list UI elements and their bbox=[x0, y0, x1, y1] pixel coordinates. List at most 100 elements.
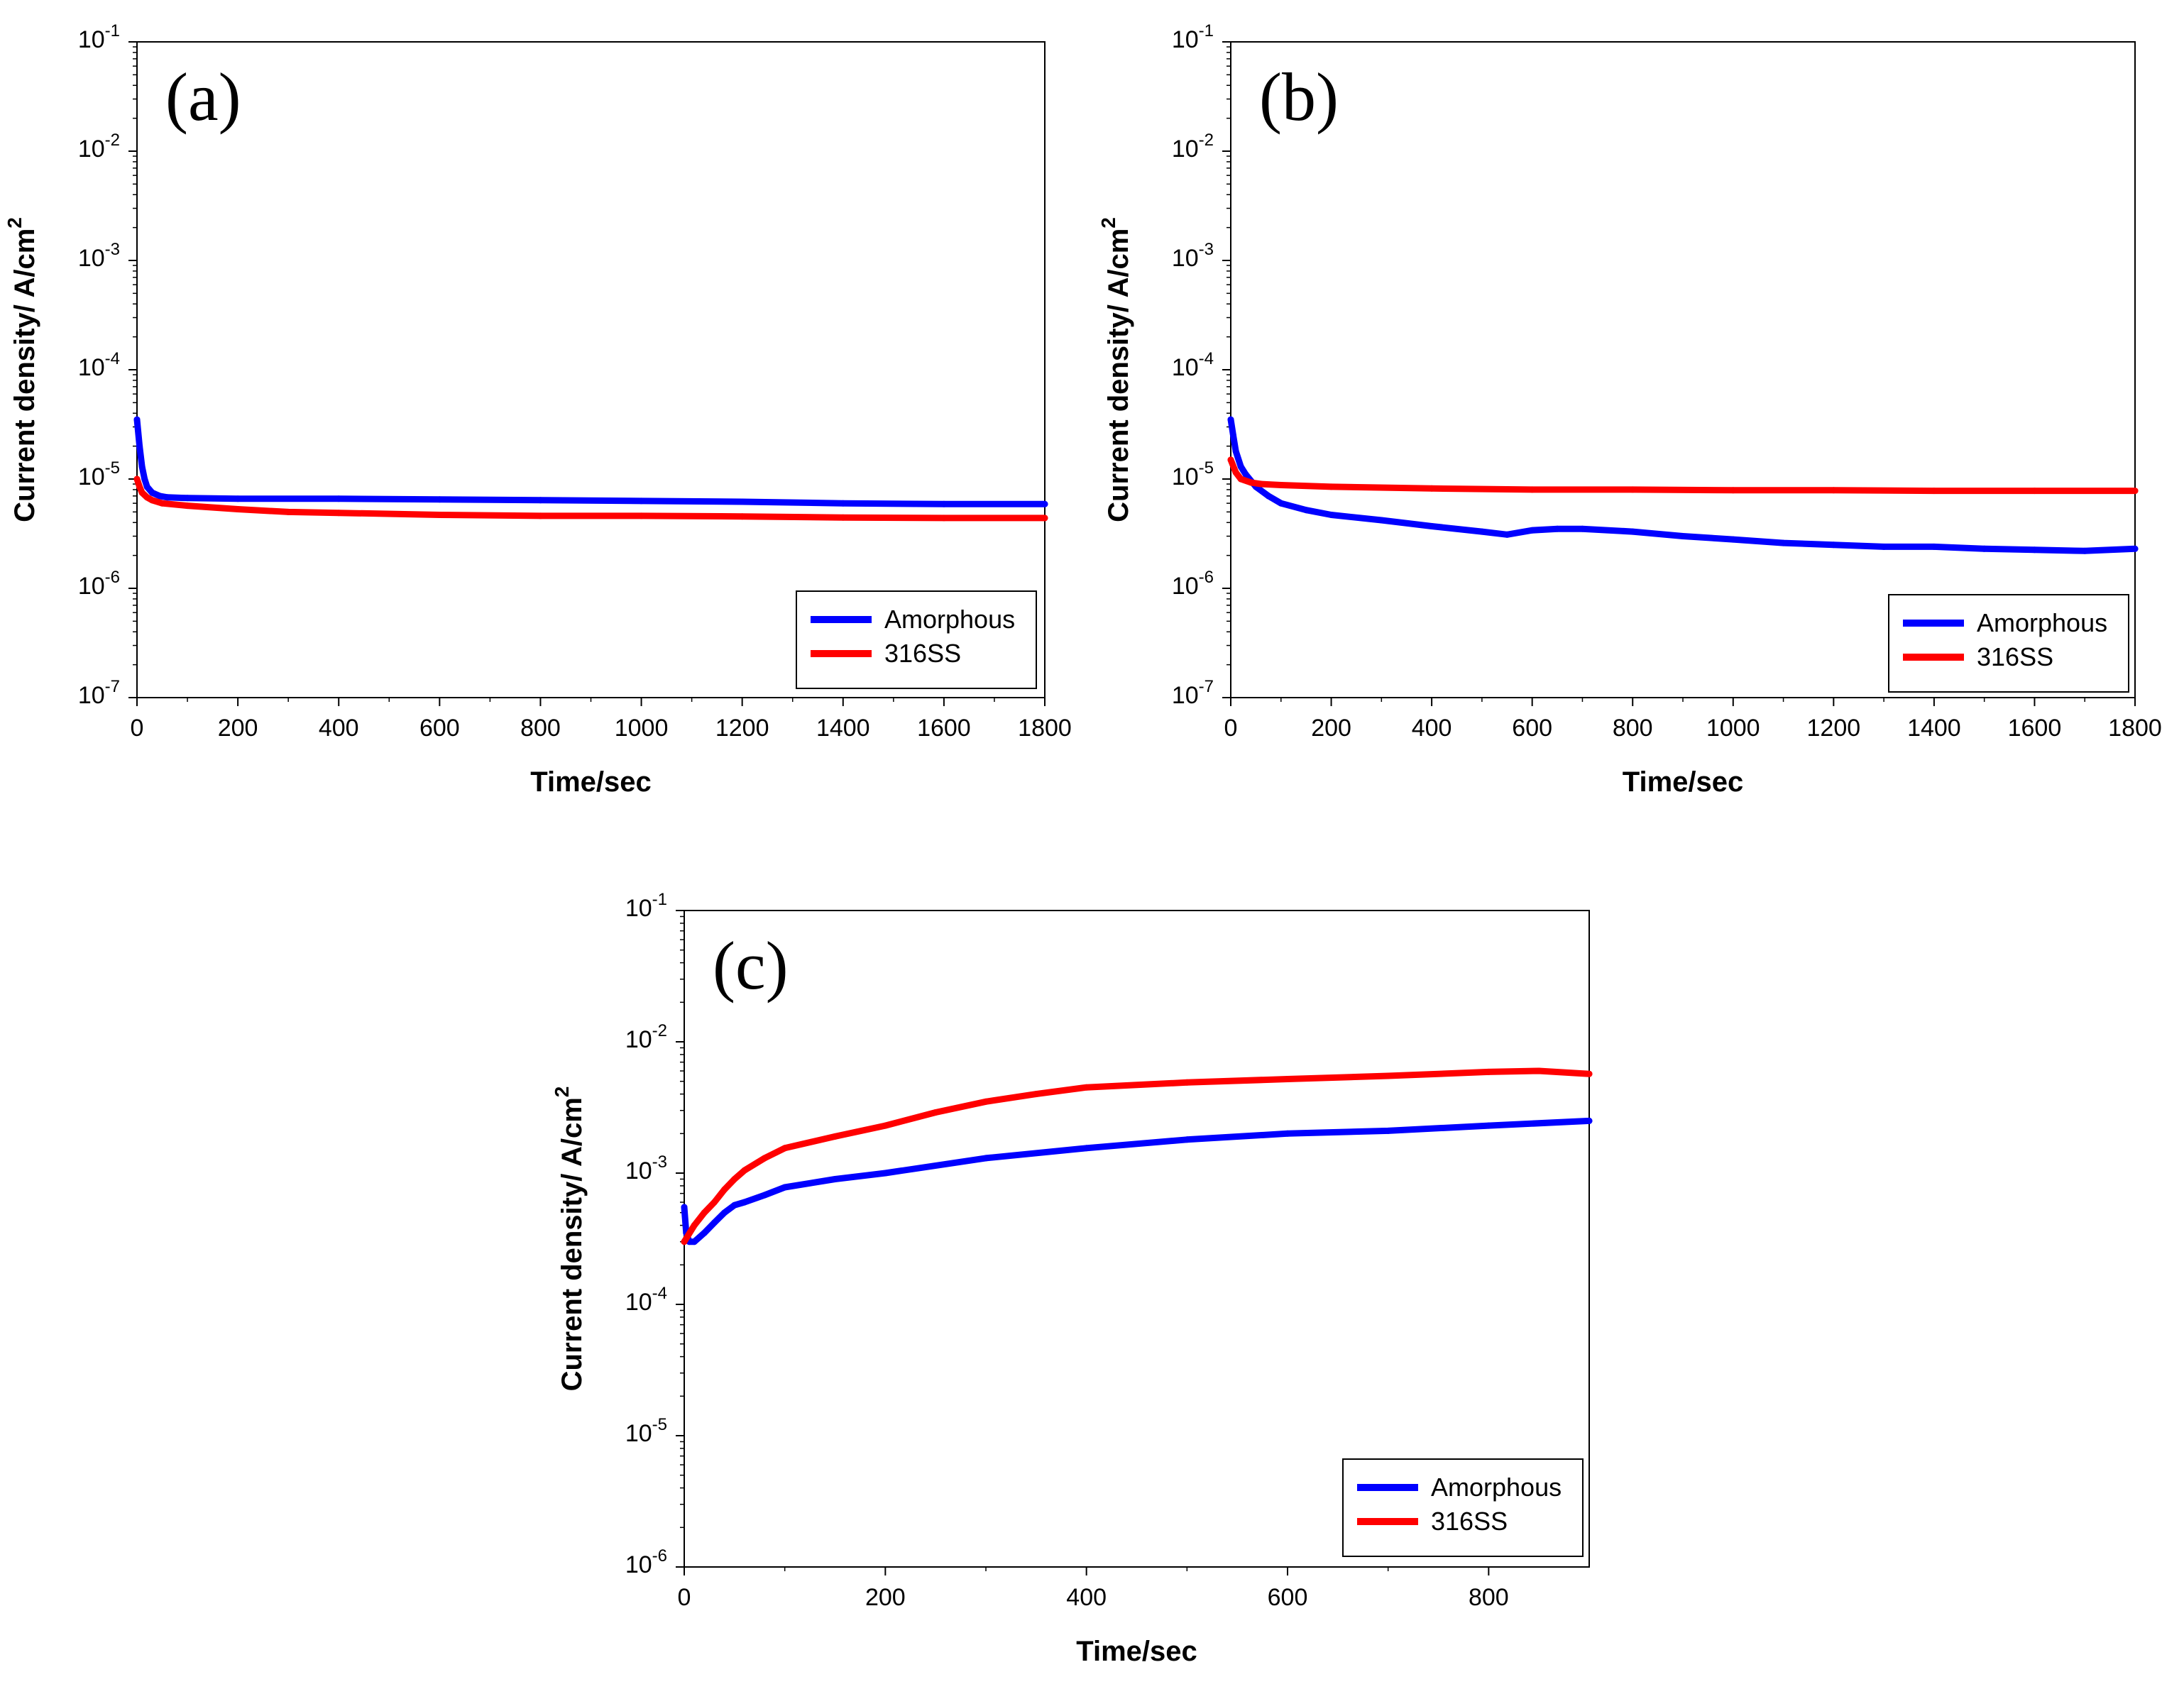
data-point-316ss bbox=[148, 497, 155, 504]
data-point-316ss bbox=[781, 1145, 789, 1152]
data-point-amorphous bbox=[739, 498, 746, 505]
data-point-316ss bbox=[1629, 486, 1636, 493]
data-point-amorphous bbox=[136, 443, 143, 450]
data-point-amorphous bbox=[711, 1219, 718, 1226]
data-point-316ss bbox=[882, 1122, 889, 1129]
data-point-amorphous bbox=[840, 500, 847, 507]
data-point-316ss bbox=[2131, 488, 2139, 495]
data-point-amorphous bbox=[1230, 432, 1236, 439]
data-point-amorphous bbox=[940, 500, 948, 507]
panel-label: (a) bbox=[165, 59, 241, 135]
data-point-316ss bbox=[940, 515, 948, 522]
data-point-316ss bbox=[1033, 1091, 1040, 1098]
data-point-amorphous bbox=[2081, 547, 2088, 554]
y-tick-label: 10-4 bbox=[625, 1284, 667, 1316]
panel-label: (b) bbox=[1259, 59, 1339, 135]
x-axis-title: Time/sec bbox=[1623, 766, 1744, 798]
data-point-amorphous bbox=[184, 495, 191, 502]
x-tick-label: 0 bbox=[131, 715, 144, 742]
data-point-amorphous bbox=[138, 463, 146, 470]
data-point-316ss bbox=[1428, 485, 1435, 492]
y-axis-title: Current density/ A/cm2 bbox=[4, 217, 40, 522]
data-point-amorphous bbox=[741, 1199, 748, 1206]
data-point-316ss bbox=[701, 1209, 708, 1216]
data-point-amorphous bbox=[781, 1184, 789, 1191]
data-point-316ss bbox=[1730, 487, 1737, 494]
data-point-amorphous bbox=[1385, 1127, 1392, 1134]
data-point-316ss bbox=[711, 1199, 718, 1206]
x-tick-label: 800 bbox=[520, 715, 561, 742]
legend-label: Amorphous bbox=[884, 605, 1015, 634]
y-axis-title: Current density/ A/cm2 bbox=[551, 1087, 588, 1392]
y-tick-label: 10-6 bbox=[78, 568, 120, 600]
series-line-amorphous bbox=[133, 416, 1048, 507]
data-point-amorphous bbox=[141, 475, 148, 483]
x-tick-label: 200 bbox=[1311, 715, 1351, 742]
data-point-316ss bbox=[1278, 482, 1285, 488]
data-point-316ss bbox=[184, 502, 191, 510]
data-point-316ss bbox=[138, 489, 146, 496]
data-point-amorphous bbox=[1830, 541, 1837, 549]
panel-b: 10-7 10-6 10-5 10-4 10-3 10-2 10-1 0 200 400 600 80… bbox=[1097, 21, 2162, 798]
panel-a: 10-7 10-6 10-5 10-4 10-3 10-2 10-1 0 200 400 600 80… bbox=[4, 21, 1072, 798]
x-tick-label: 400 bbox=[319, 715, 359, 742]
y-tick-label: 10-2 bbox=[1172, 131, 1214, 163]
data-point-amorphous bbox=[691, 1238, 698, 1245]
y-tick-label: 10-6 bbox=[1172, 568, 1214, 600]
data-point-amorphous bbox=[721, 1209, 728, 1216]
series-line-316ss bbox=[1227, 456, 2139, 495]
legend-label: Amorphous bbox=[1977, 608, 2107, 637]
data-point-amorphous bbox=[133, 416, 141, 423]
data-point-316ss bbox=[1328, 483, 1335, 490]
data-point-316ss bbox=[234, 506, 241, 512]
data-point-amorphous bbox=[1378, 517, 1385, 524]
x-tick-label: 600 bbox=[1512, 715, 1552, 742]
x-tick-label: 800 bbox=[1613, 715, 1653, 742]
x-tick-label: 1400 bbox=[1907, 715, 1961, 742]
data-point-amorphous bbox=[1302, 507, 1310, 514]
x-tick-label: 1000 bbox=[615, 715, 669, 742]
data-point-316ss bbox=[1083, 1084, 1090, 1091]
data-point-316ss bbox=[1529, 486, 1536, 493]
data-point-amorphous bbox=[1579, 525, 1586, 532]
data-point-amorphous bbox=[761, 1192, 768, 1199]
data-point-316ss bbox=[1385, 1072, 1392, 1079]
y-tick-label: 10-5 bbox=[1172, 458, 1214, 490]
data-point-amorphous bbox=[701, 1229, 708, 1236]
data-point-316ss bbox=[1258, 480, 1264, 488]
y-tick-label: 10-2 bbox=[78, 131, 120, 163]
data-point-amorphous bbox=[1679, 533, 1686, 539]
data-point-amorphous bbox=[2031, 546, 2038, 554]
data-point-316ss bbox=[1485, 1068, 1492, 1075]
data-point-316ss bbox=[136, 483, 143, 490]
x-tick-label: 200 bbox=[218, 715, 258, 742]
data-point-amorphous bbox=[1880, 543, 1887, 550]
legend-box bbox=[1342, 1458, 1584, 1557]
data-point-amorphous bbox=[1041, 500, 1048, 507]
data-point-316ss bbox=[1232, 469, 1239, 476]
y-tick-label: 10-6 bbox=[625, 1546, 667, 1578]
x-tick-label: 1600 bbox=[917, 715, 971, 742]
data-point-316ss bbox=[335, 510, 342, 517]
data-point-316ss bbox=[721, 1186, 728, 1193]
data-point-316ss bbox=[2031, 488, 2038, 495]
legend-label: 316SS bbox=[1431, 1507, 1508, 1536]
panel-c: 10-6 10-5 10-4 10-3 10-2 10-1 0 200 400 600 800 Tim… bbox=[551, 890, 1593, 1667]
data-point-316ss bbox=[1586, 1070, 1593, 1077]
data-point-316ss bbox=[638, 512, 645, 519]
data-point-amorphous bbox=[234, 495, 241, 502]
data-point-316ss bbox=[1227, 456, 1234, 463]
data-point-316ss bbox=[133, 475, 141, 483]
data-point-316ss bbox=[1183, 1079, 1190, 1086]
x-tick-label: 1800 bbox=[2108, 715, 2162, 742]
data-point-316ss bbox=[761, 1155, 768, 1162]
data-point-amorphous bbox=[156, 493, 163, 500]
x-axis-title: Time/sec bbox=[1076, 1636, 1197, 1667]
data-point-amorphous bbox=[335, 495, 342, 502]
x-tick-label: 0 bbox=[678, 1584, 691, 1611]
y-tick-label: 10-1 bbox=[78, 21, 120, 53]
x-tick-label: 400 bbox=[1066, 1584, 1107, 1611]
data-point-amorphous bbox=[1265, 493, 1272, 500]
data-point-316ss bbox=[832, 1133, 838, 1140]
